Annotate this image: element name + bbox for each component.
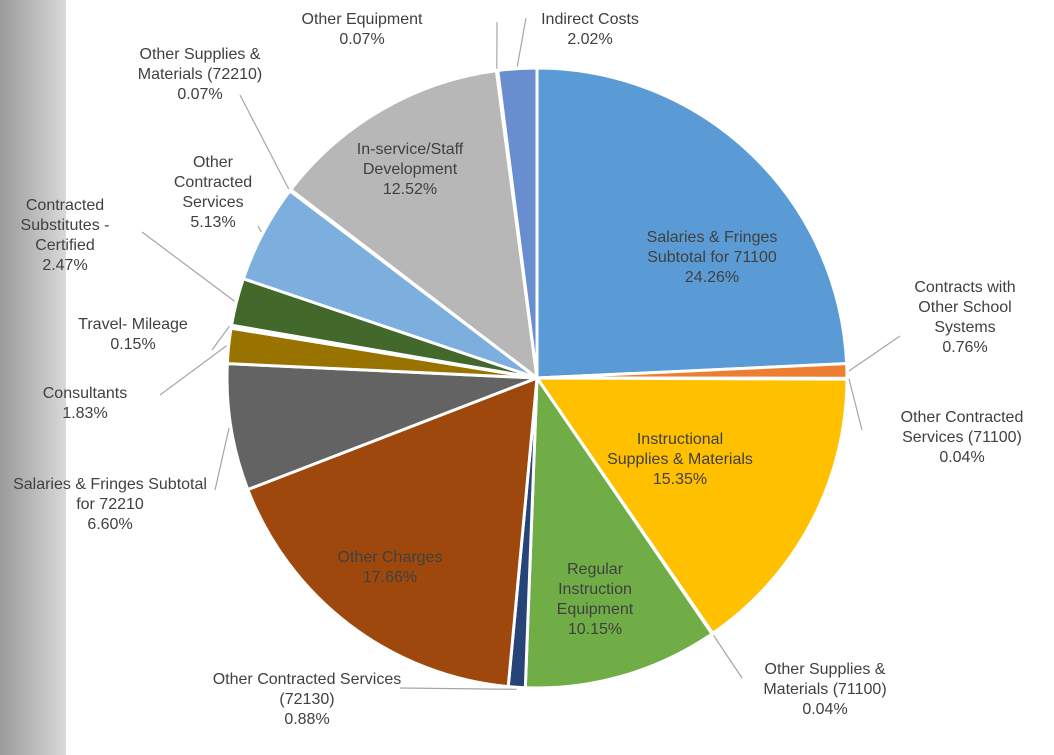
leader-line: [848, 335, 901, 372]
value-label: 12.52%: [382, 181, 438, 198]
value-label: 24.26%: [684, 269, 740, 286]
leader-line: [141, 231, 235, 302]
leader-line: [713, 634, 743, 679]
category-label: Salaries & Fringes Subtotal for 72210: [13, 476, 207, 513]
value-label: 15.35%: [652, 471, 708, 488]
slice-label: Other Charges 17.66%: [320, 548, 460, 588]
category-label: Other Contracted Services (71100): [900, 409, 1024, 446]
value-label: 0.04%: [802, 701, 848, 718]
leader-line: [848, 378, 863, 431]
value-label: 0.76%: [942, 339, 988, 356]
category-label: Other Equipment: [301, 11, 423, 28]
category-label: Contracts with Other School Systems: [914, 279, 1016, 336]
pie-slice: [225, 362, 538, 492]
pie-slice: [523, 373, 715, 690]
category-label: Other Supplies & Materials (72210): [137, 46, 263, 83]
category-label: Other Supplies & Materials (71100): [763, 661, 887, 698]
slice-label: Consultants 1.83%: [0, 384, 170, 424]
category-label: Consultants: [42, 385, 128, 402]
slice-label: Contracted Substitutes - Certified 2.47%: [0, 196, 130, 276]
category-label: Other Charges: [337, 549, 443, 566]
value-label: 0.04%: [939, 449, 985, 466]
slice-label: Regular Instruction Equipment 10.15%: [530, 560, 660, 640]
leader-line: [239, 94, 290, 190]
value-label: 6.60%: [87, 516, 133, 533]
value-label: 5.13%: [190, 214, 236, 231]
category-label: Instructional Supplies & Materials: [607, 431, 753, 468]
category-label: Travel- Mileage: [78, 316, 188, 333]
slice-label: Other Contracted Services 5.13%: [158, 153, 268, 233]
pie-slice: [534, 376, 849, 636]
category-label: Other Contracted Services (72130): [212, 671, 402, 708]
value-label: 1.83%: [62, 405, 108, 422]
value-label: 0.07%: [177, 86, 223, 103]
value-label: 2.47%: [42, 257, 88, 274]
leader-line: [214, 427, 230, 491]
slice-label: Contracts with Other School Systems 0.76%: [900, 278, 1030, 358]
slice-label: Other Contracted Services (71100) 0.04%: [872, 408, 1052, 468]
slice-label: Travel- Mileage 0.15%: [48, 315, 218, 355]
value-label: 2.02%: [567, 31, 613, 48]
leader-line: [257, 225, 262, 233]
slice-label: Other Equipment 0.07%: [272, 10, 452, 50]
leader-line: [211, 326, 230, 351]
pie-slice: [535, 66, 849, 380]
slice-label: Indirect Costs 2.02%: [520, 10, 660, 50]
leader-line: [516, 17, 527, 67]
slice-label: Other Supplies & Materials (71100) 0.04%: [735, 660, 915, 720]
value-label: 10.15%: [567, 621, 623, 638]
pie-slice: [496, 66, 539, 379]
value-label: 0.88%: [284, 711, 330, 728]
category-label: Salaries & Fringes Subtotal for 71100: [646, 229, 778, 266]
slice-label: Other Contracted Services (72130) 0.88%: [207, 670, 407, 730]
value-label: 17.66%: [362, 569, 418, 586]
category-label: Regular Instruction Equipment: [556, 561, 634, 618]
category-label: Other Contracted Services: [173, 154, 253, 211]
slice-label: Salaries & Fringes Subtotal for 71100 24.…: [622, 228, 802, 288]
pie-slice: [245, 375, 539, 689]
leader-line: [159, 345, 228, 396]
pie-slice: [288, 68, 539, 382]
slice-label: Salaries & Fringes Subtotal for 72210 6.6…: [10, 475, 210, 535]
slice-label: In-service/Staff Development 12.52%: [320, 140, 500, 200]
background-strip: [0, 0, 66, 755]
value-label: 0.15%: [110, 336, 156, 353]
category-label: Contracted Substitutes - Certified: [20, 197, 110, 254]
category-label: In-service/Staff Development: [356, 141, 464, 178]
leader-line: [399, 687, 517, 690]
value-label: 0.07%: [339, 31, 385, 48]
category-label: Indirect Costs: [541, 11, 639, 28]
slice-label: Other Supplies & Materials (72210) 0.07%: [110, 45, 290, 105]
slice-label: Instructional Supplies & Materials 15.35%: [605, 430, 755, 490]
